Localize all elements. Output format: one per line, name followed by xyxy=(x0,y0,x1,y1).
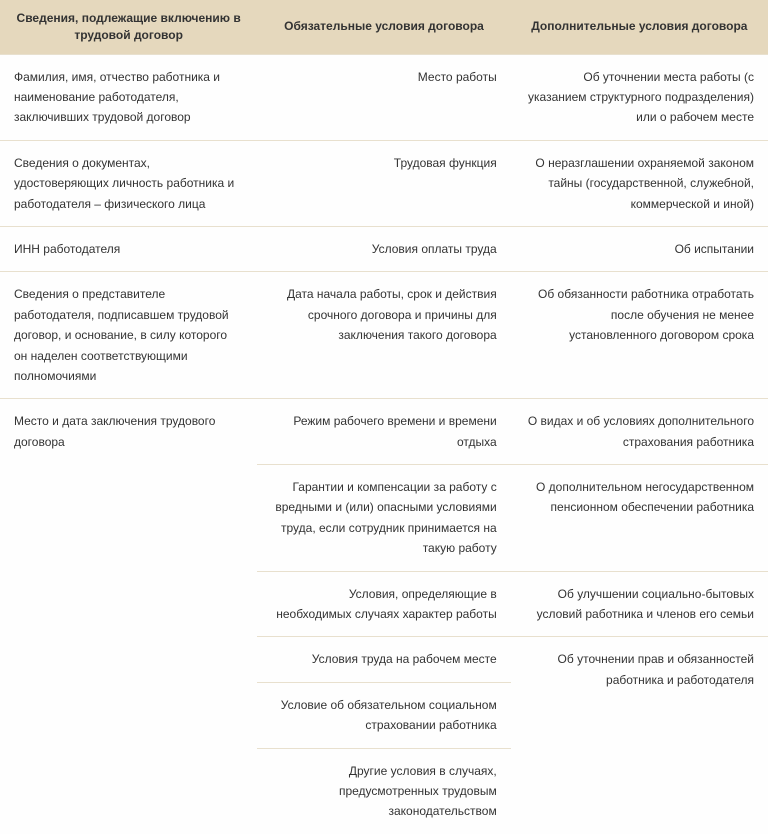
cell-c2: Другие условия в случаях, предусмотренны… xyxy=(257,748,510,834)
labor-contract-table: Сведения, подлежащие включению в трудово… xyxy=(0,0,768,834)
table-row: Сведения о документах, удостоверяющих ли… xyxy=(0,140,768,226)
table-row: Сведения о представителе работодателя, п… xyxy=(0,272,768,399)
cell-c3: Об уточнении места работы (с указанием с… xyxy=(511,54,768,140)
table-row: Место и дата заключения трудового догово… xyxy=(0,399,768,465)
cell-c3: Об обязанности работника отработать посл… xyxy=(511,272,768,399)
cell-c3: Об уточнении прав и обязанностей работни… xyxy=(511,637,768,834)
cell-c2: Трудовая функция xyxy=(257,140,510,226)
cell-c1: Сведения о представителе работодателя, п… xyxy=(0,272,257,399)
cell-c3: О видах и об условиях дополнительного ст… xyxy=(511,399,768,465)
cell-c3: Об улучшении социально-бытовых условий р… xyxy=(511,571,768,637)
cell-c3: О неразглашении охраняемой законом тайны… xyxy=(511,140,768,226)
header-col2: Обязательные условия договора xyxy=(257,0,510,54)
table-header-row: Сведения, подлежащие включению в трудово… xyxy=(0,0,768,54)
cell-c2: Режим рабочего времени и времени отдыха xyxy=(257,399,510,465)
cell-c1: ИНН работодателя xyxy=(0,226,257,271)
table-row: ИНН работодателя Условия оплаты труда Об… xyxy=(0,226,768,271)
cell-c3: О дополнительном негосударственном пенси… xyxy=(511,465,768,572)
table-row: Фамилия, имя, отчество работника и наиме… xyxy=(0,54,768,140)
cell-c2: Место работы xyxy=(257,54,510,140)
cell-c2: Условия оплаты труда xyxy=(257,226,510,271)
cell-c2: Условия, определяющие в необходимых случ… xyxy=(257,571,510,637)
cell-c2: Дата начала работы, срок и действия сроч… xyxy=(257,272,510,399)
cell-c1: Фамилия, имя, отчество работника и наиме… xyxy=(0,54,257,140)
cell-c1: Сведения о документах, удостоверяющих ли… xyxy=(0,140,257,226)
header-col1: Сведения, подлежащие включению в трудово… xyxy=(0,0,257,54)
cell-c2: Условие об обязательном социальном страх… xyxy=(257,682,510,748)
cell-c2: Гарантии и компенсации за работу с вредн… xyxy=(257,465,510,572)
header-col3: Дополнительные условия договора xyxy=(511,0,768,54)
cell-c2: Условия труда на рабочем месте xyxy=(257,637,510,682)
cell-c3: Об испытании xyxy=(511,226,768,271)
